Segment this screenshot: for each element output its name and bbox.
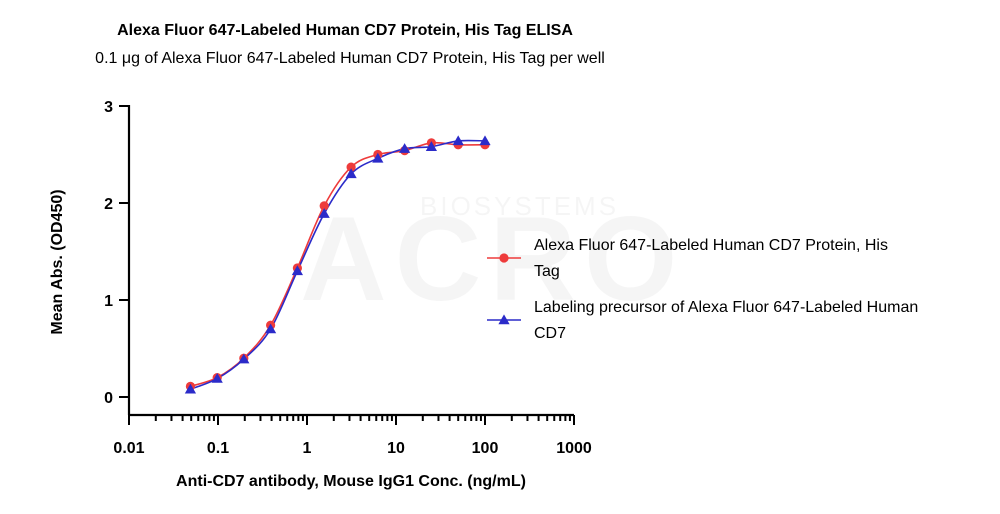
axes: 0 1 2 3 0.01 0.1 1 10 100 1000 xyxy=(104,99,592,457)
x-tick-label: 0.1 xyxy=(207,440,229,457)
x-tick-label: 100 xyxy=(472,440,499,457)
legend-label-series-2: Labeling precursor of Alexa Fluor 647-La… xyxy=(534,299,918,316)
data-point-series-2 xyxy=(238,353,250,364)
chart-title: Alexa Fluor 647-Labeled Human CD7 Protei… xyxy=(117,22,573,39)
data-point-series-2 xyxy=(211,372,223,383)
data-point-series-2 xyxy=(265,323,277,334)
x-tick-label: 10 xyxy=(387,440,405,457)
x-tick-label: 1 xyxy=(303,440,312,457)
data-point-series-2 xyxy=(399,143,411,153)
data-point-series-2 xyxy=(452,135,464,146)
y-axis-title: Mean Abs. (OD450) xyxy=(49,189,66,334)
legend-marker-series-1 xyxy=(499,253,509,263)
data-point-series-1 xyxy=(346,162,356,172)
x-tick-label: 1000 xyxy=(556,440,592,457)
data-point-series-2 xyxy=(184,383,197,394)
chart-subtitle: 0.1 μg of Alexa Fluor 647-Labeled Human … xyxy=(95,50,605,67)
y-tick-label: 3 xyxy=(104,99,113,116)
data-point-series-1 xyxy=(319,201,329,211)
y-tick-label: 1 xyxy=(104,293,113,310)
data-point-series-2 xyxy=(425,141,438,151)
data-point-series-2 xyxy=(318,208,330,218)
y-tick-label: 0 xyxy=(104,390,113,407)
watermark-sub: BIOSYSTEMS xyxy=(420,191,619,221)
legend-marker-series-2 xyxy=(498,314,510,325)
data-point-series-2 xyxy=(291,265,303,276)
legend-label-series-2: CD7 xyxy=(534,325,566,342)
legend-label-series-1: Alexa Fluor 647-Labeled Human CD7 Protei… xyxy=(534,237,888,254)
legend-label-series-1: Tag xyxy=(534,263,560,280)
x-axis-title: Anti-CD7 antibody, Mouse IgG1 Conc. (ng/… xyxy=(176,473,526,490)
data-point-series-2 xyxy=(345,168,357,179)
data-point-series-2 xyxy=(479,135,491,146)
legend: Alexa Fluor 647-Labeled Human CD7 Protei… xyxy=(487,237,918,342)
y-tick-label: 2 xyxy=(104,196,113,213)
data-point-series-2 xyxy=(372,152,384,163)
data-markers xyxy=(184,135,491,394)
x-tick-label: 0.01 xyxy=(113,440,144,457)
